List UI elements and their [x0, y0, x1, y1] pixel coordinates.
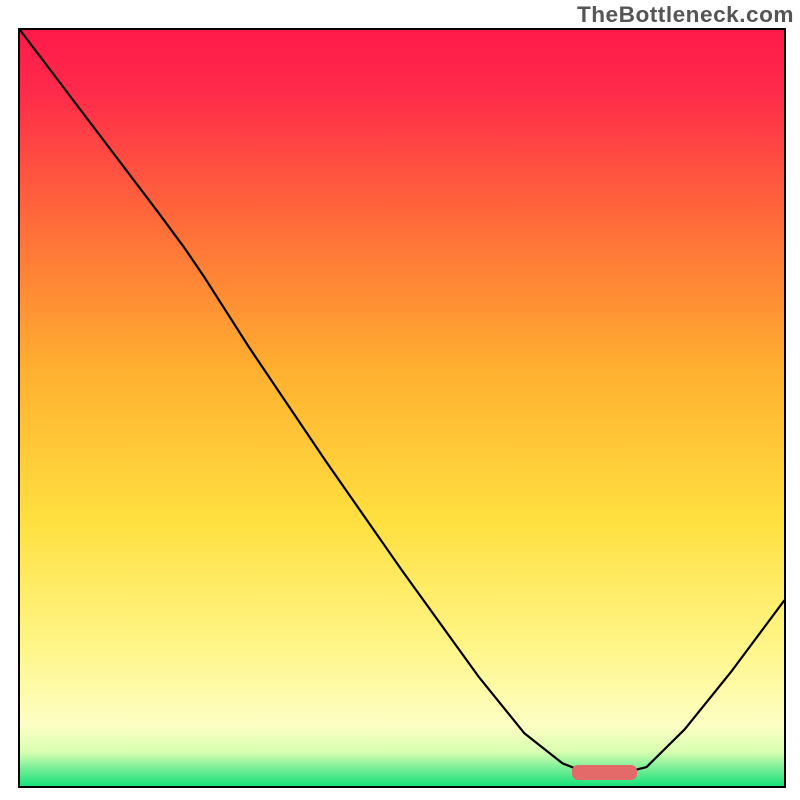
watermark-text: TheBottleneck.com [577, 2, 794, 28]
curve-line [20, 30, 784, 786]
chart-container: TheBottleneck.com [0, 0, 800, 800]
minimum-marker [572, 765, 637, 780]
plot-area [18, 28, 786, 788]
